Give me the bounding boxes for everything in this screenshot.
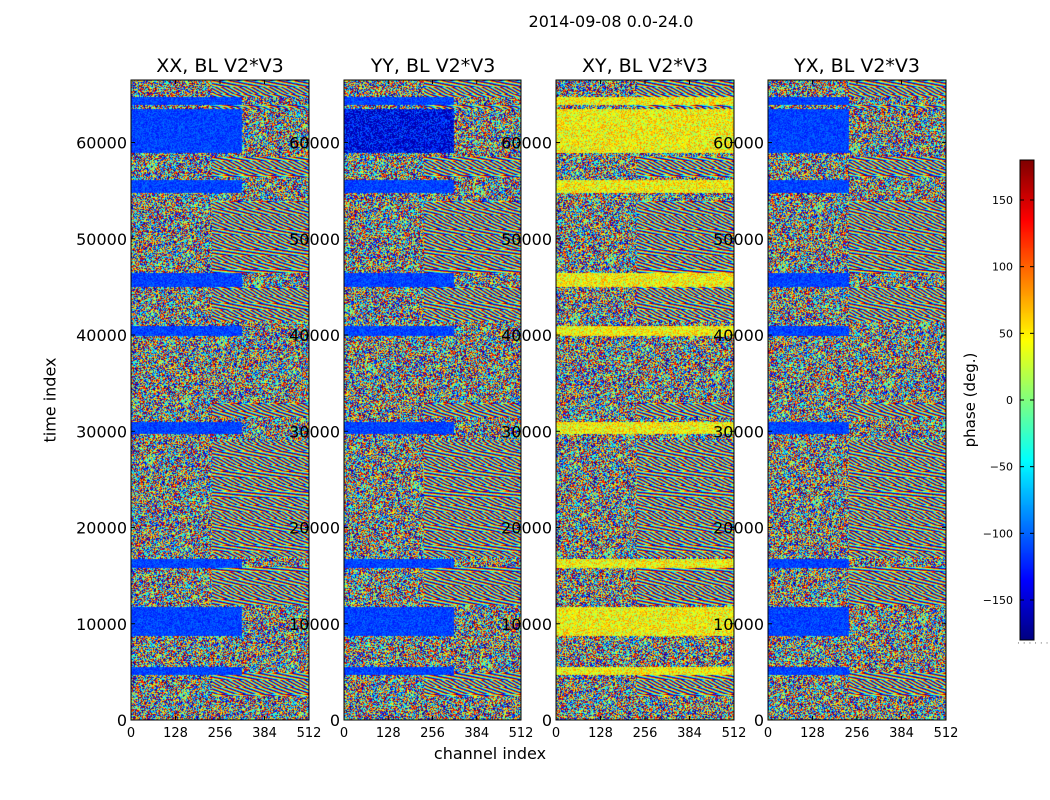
x-tick-label: 128 [588,726,613,741]
colorbar-tick-label: −50 [990,461,1013,474]
x-tick-label: 0 [340,726,348,741]
y-tick-label: 30000 [289,422,340,441]
y-tick-label: 30000 [76,422,127,441]
x-tick-label: 384 [889,726,914,741]
x-tick-label: 512 [297,726,322,741]
x-tick-label: 512 [509,726,534,741]
y-tick-label: 10000 [76,615,127,634]
x-tick-label: 256 [845,726,870,741]
panel-frame-1 [343,79,522,721]
y-tick-label: 0 [117,711,127,730]
x-tick-label: 384 [252,726,277,741]
x-tick-label: 0 [552,726,560,741]
y-tick-label: 50000 [76,230,127,249]
y-tick-label: 20000 [713,519,764,538]
y-tick-label: 50000 [289,230,340,249]
y-tick-label: 20000 [501,519,552,538]
y-tick-label: 60000 [501,134,552,153]
x-tick-label: 128 [376,726,401,741]
heatmap-xx [131,80,309,720]
y-tick-label: 10000 [289,615,340,634]
heatmap-yy [344,80,521,720]
y-tick-label: 40000 [76,326,127,345]
colorbar-tick-label: −100 [983,527,1013,540]
panel-frame-0 [130,79,310,721]
panel-frame-2 [555,79,735,721]
y-tick-label: 60000 [76,134,127,153]
y-tick-label: 50000 [713,230,764,249]
y-tick-label: 60000 [713,134,764,153]
colorbar-label: phase (deg.) [961,352,979,448]
y-tick-label: 30000 [501,422,552,441]
x-tick-label: 256 [420,726,445,741]
y-tick-label: 50000 [501,230,552,249]
x-tick-label: 384 [677,726,702,741]
y-tick-label: 0 [754,711,764,730]
x-tick-label: 128 [163,726,188,741]
x-tick-label: 0 [127,726,135,741]
colorbar-tick-label: 0 [1006,394,1013,407]
panel-title-yy: YY, BL V2*V3 [370,55,496,77]
y-tick-label: 30000 [713,422,764,441]
y-axis-label: time index [40,357,60,443]
panel-frame-3 [767,79,947,721]
colorbar-tick-label: 150 [992,194,1013,207]
y-tick-label: 40000 [501,326,552,345]
colorbar-tick-label: 100 [992,261,1013,274]
y-tick-label: 40000 [289,326,340,345]
colorbar [1020,160,1034,640]
colorbar-tick-label: −150 [983,594,1013,607]
x-tick-label: 128 [800,726,825,741]
colorbar-offset-marker: · · · · · · [1017,639,1049,649]
panel-title-xx: XX, BL V2*V3 [156,55,284,77]
x-tick-label: 0 [764,726,772,741]
x-tick-label: 256 [633,726,658,741]
x-tick-label: 256 [208,726,233,741]
heatmap-yx [768,80,946,720]
x-axis-label: channel index [433,744,547,763]
colorbar-tick-label: 50 [999,327,1013,340]
y-tick-label: 60000 [289,134,340,153]
figure-title: 2014-09-08 0.0-24.0 [528,12,694,31]
y-tick-label: 20000 [289,519,340,538]
y-tick-label: 10000 [713,615,764,634]
panel-title-yx: YX, BL V2*V3 [793,55,921,77]
y-tick-label: 10000 [501,615,552,634]
panel-title-xy: XY, BL V2*V3 [581,55,709,77]
x-tick-label: 512 [722,726,747,741]
heatmap-xy [556,80,734,720]
x-tick-label: 384 [464,726,489,741]
x-tick-label: 512 [934,726,959,741]
y-tick-label: 0 [330,711,340,730]
y-tick-label: 20000 [76,519,127,538]
y-tick-label: 40000 [713,326,764,345]
y-tick-label: 0 [542,711,552,730]
